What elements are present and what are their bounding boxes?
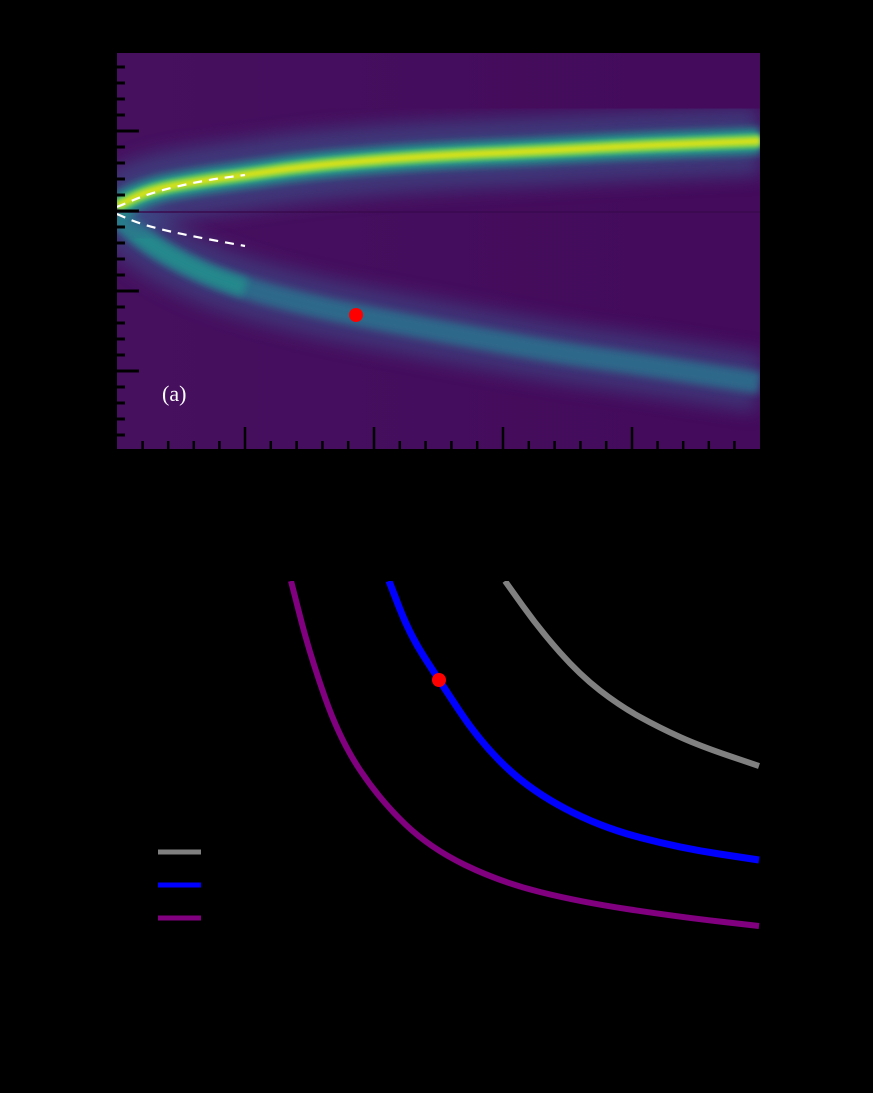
panel-b-lines: [288, 581, 760, 929]
legend: [158, 849, 201, 921]
marker-point-b: [432, 673, 446, 687]
dashed-overlays: [117, 173, 246, 248]
curves: [288, 581, 760, 929]
upper-approximation-dashed-line: [117, 173, 246, 209]
lower-band-origin: [117, 208, 249, 297]
panel-a-axis-ticks: [117, 65, 736, 449]
panel-a-heatmap: [117, 53, 760, 449]
lower-approximation-dashed-line: [117, 212, 246, 248]
blue-curve: [385, 581, 760, 864]
marker-point-a: [349, 308, 363, 322]
purple-curve: [288, 581, 760, 929]
gray-curve: [502, 581, 760, 769]
panel-a-label: (a): [162, 381, 187, 406]
